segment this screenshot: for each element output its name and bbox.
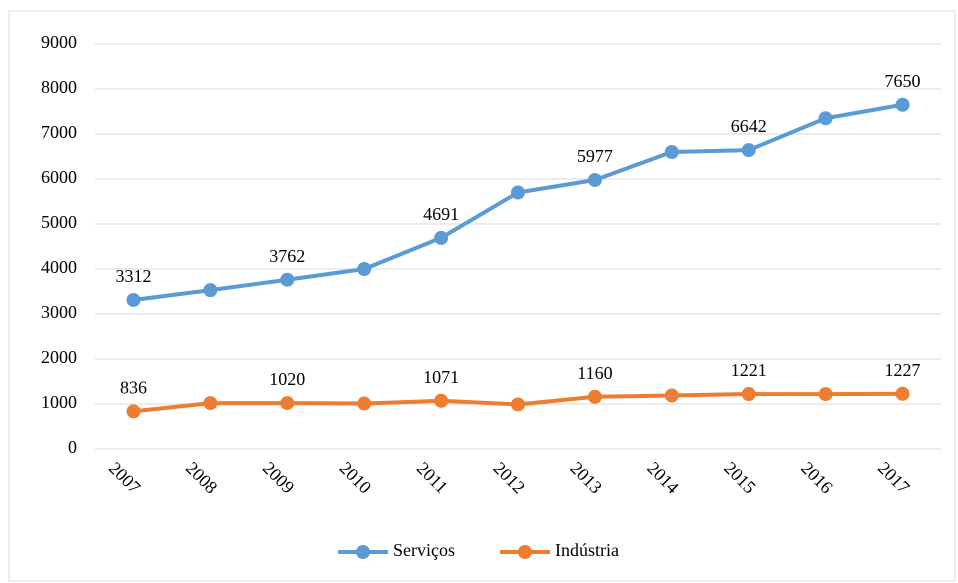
point: [280, 272, 295, 287]
point: [741, 143, 756, 158]
data-label: 4691: [423, 204, 459, 224]
data-label: 3312: [115, 266, 151, 286]
point: [818, 111, 833, 126]
y-tick-label: 8000: [41, 77, 77, 97]
point: [434, 393, 449, 408]
point: [664, 388, 679, 403]
data-label: 1020: [269, 369, 305, 389]
point: [511, 185, 525, 200]
legend-label: Indústria: [555, 540, 619, 560]
point: [895, 386, 910, 401]
y-tick-label: 1000: [41, 392, 77, 412]
legend-marker: [518, 545, 532, 559]
data-label: 7650: [885, 71, 921, 91]
point: [126, 292, 141, 307]
point: [895, 97, 910, 112]
y-tick-label: 9000: [41, 32, 77, 52]
point: [664, 145, 679, 159]
data-label: 5977: [577, 146, 613, 166]
y-tick-label: 4000: [41, 257, 77, 277]
y-tick-label: 7000: [41, 122, 77, 142]
data-label: 1227: [885, 360, 921, 380]
point: [280, 396, 295, 411]
point: [357, 396, 372, 411]
point: [357, 262, 372, 276]
y-tick-label: 6000: [41, 167, 77, 187]
legend-label: Serviços: [393, 540, 455, 560]
data-label: 1221: [731, 360, 767, 380]
y-tick-label: 5000: [41, 212, 77, 232]
point: [741, 387, 756, 402]
y-tick-label: 0: [68, 437, 77, 457]
point: [434, 230, 449, 245]
point: [818, 387, 833, 402]
data-label: 1071: [423, 367, 459, 387]
point: [587, 389, 602, 404]
data-label: 1160: [577, 363, 612, 383]
point: [587, 173, 602, 188]
point: [203, 283, 218, 298]
y-tick-label: 3000: [41, 302, 77, 322]
data-label: 836: [120, 378, 147, 398]
legend-marker: [356, 545, 370, 559]
data-label: 3762: [269, 246, 305, 266]
point: [126, 404, 141, 419]
y-tick-label: 2000: [41, 347, 77, 367]
point: [203, 396, 218, 411]
data-label: 6642: [731, 116, 767, 136]
point: [511, 397, 525, 412]
